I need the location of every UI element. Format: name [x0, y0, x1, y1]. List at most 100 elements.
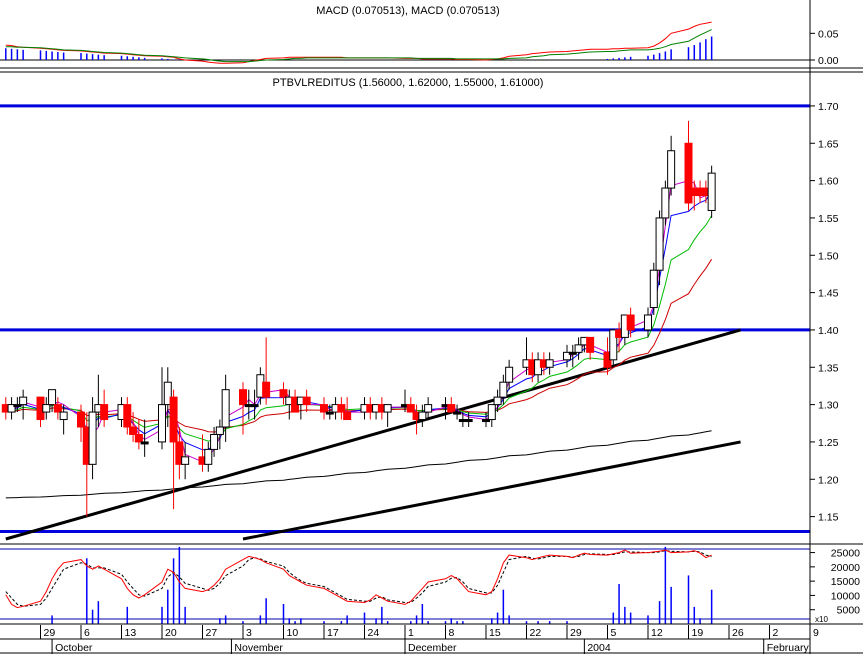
stochastic-k-line [5, 549, 712, 609]
date-tick-label: 12 [651, 627, 663, 639]
candle-body [140, 441, 149, 445]
price-tick-label: 1.20 [818, 474, 839, 486]
candle-body [250, 404, 259, 408]
candle-body [482, 419, 490, 423]
date-tick-label: 5 [611, 627, 617, 639]
date-tick-label: 26 [732, 627, 744, 639]
candle-body [406, 404, 415, 413]
candle-body [7, 404, 16, 413]
candle-body [134, 433, 143, 443]
candle-body [239, 389, 247, 406]
volume-tick-label: 10000 [831, 590, 860, 602]
date-tick-label: 13 [125, 627, 137, 639]
candle-body [42, 404, 51, 413]
candle-body [181, 456, 190, 465]
date-tick-label: 29 [570, 627, 582, 639]
month-label: November [234, 642, 283, 654]
candle-body [505, 366, 514, 383]
volume-unit-tag: x10 [815, 615, 828, 624]
date-tick-label: 2 [773, 627, 779, 639]
month-label: December [408, 642, 457, 654]
candle-body [163, 381, 172, 406]
volume-tick-label: 15000 [831, 576, 860, 588]
month-label: 2004 [587, 642, 611, 654]
candle-body [158, 404, 166, 443]
candle-body [279, 389, 288, 398]
candle-body [586, 336, 595, 353]
candle-body [707, 172, 716, 211]
candle-body [574, 344, 583, 353]
date-tick-label: 19 [692, 627, 704, 639]
month-label: October [55, 642, 93, 654]
date-tick-label: 17 [327, 627, 339, 639]
candle-body [545, 359, 554, 368]
volume-tick-label: 20000 [831, 562, 860, 574]
candle-body [129, 426, 138, 435]
date-tick-label: 29 [44, 627, 56, 639]
candle-body [13, 404, 22, 408]
date-tick-label: 27 [206, 627, 218, 639]
candle-body [453, 411, 462, 415]
date-tick-label: 8 [449, 627, 455, 639]
candle-body [418, 411, 427, 421]
price-tick-label: 1.15 [818, 512, 839, 524]
candle-body [320, 404, 328, 413]
price-tick-label: 1.40 [818, 325, 839, 337]
candle-body [53, 404, 62, 413]
candle-body [175, 441, 184, 465]
date-tick-label: 24 [368, 627, 380, 639]
candle-body [487, 404, 496, 421]
price-tick-label: 1.55 [818, 213, 839, 225]
price-tick-label: 1.50 [818, 250, 839, 262]
candle-body [661, 187, 670, 219]
candle-body [123, 404, 132, 428]
candle-body [325, 411, 334, 415]
price-tick-label: 1.25 [818, 437, 839, 449]
candle-body [493, 396, 502, 406]
date-tick-label: 6 [84, 627, 90, 639]
candle-body [563, 351, 571, 361]
candle-body [649, 269, 658, 309]
date-tick-label: 20 [165, 627, 177, 639]
date-tick-label: 1 [408, 627, 414, 639]
macd-title: MACD (0.070513), MACD (0.070513) [316, 5, 499, 17]
candle-body [215, 426, 224, 435]
candle-body [667, 150, 676, 189]
candle-body [609, 329, 618, 361]
volume-tick-label: 5000 [837, 605, 861, 617]
price-tick-label: 1.60 [818, 176, 839, 188]
date-tick-label: 10 [287, 627, 299, 639]
candle-body [655, 217, 664, 271]
candle-body [59, 411, 68, 421]
candle-body [77, 411, 85, 428]
price-tick-label: 1.35 [818, 362, 839, 374]
candle-body [210, 433, 219, 450]
candle-body [169, 396, 178, 443]
price-tick-label: 1.30 [818, 400, 839, 412]
macd-tick-label: 0.00 [818, 55, 839, 67]
candle-body [383, 404, 392, 413]
candle-body [337, 404, 346, 413]
candle-body [221, 389, 230, 428]
volume-tick-label: 25000 [831, 548, 860, 560]
candle-body [499, 381, 508, 398]
date-tick-label: 9 [813, 627, 819, 639]
candle-body [88, 411, 97, 465]
candle-body [447, 404, 456, 413]
macd-tick-label: 0.05 [818, 28, 839, 40]
macd-panel: 0.00 0.05 [0, 21, 839, 67]
volume-stochastic-panel: 5000 10000 15000 20000 25000 [0, 546, 861, 624]
price-panel: 1.15 1.20 1.25 1.30 1.35 1.40 1.45 1.50 1.55 1.60… [0, 101, 839, 541]
candle-body [343, 411, 352, 421]
price-title: PTBVLREDITUS (1.56000, 1.62000, 1.55000,… [273, 77, 544, 89]
price-tick-label: 1.45 [818, 288, 839, 300]
price-tick-label: 1.65 [818, 138, 839, 150]
candle-body [19, 396, 28, 406]
candle-body [568, 351, 577, 355]
date-tick-label: 3 [246, 627, 252, 639]
macd-signal-line [5, 29, 712, 63]
candle-body [626, 314, 635, 331]
candle-body [424, 404, 433, 413]
